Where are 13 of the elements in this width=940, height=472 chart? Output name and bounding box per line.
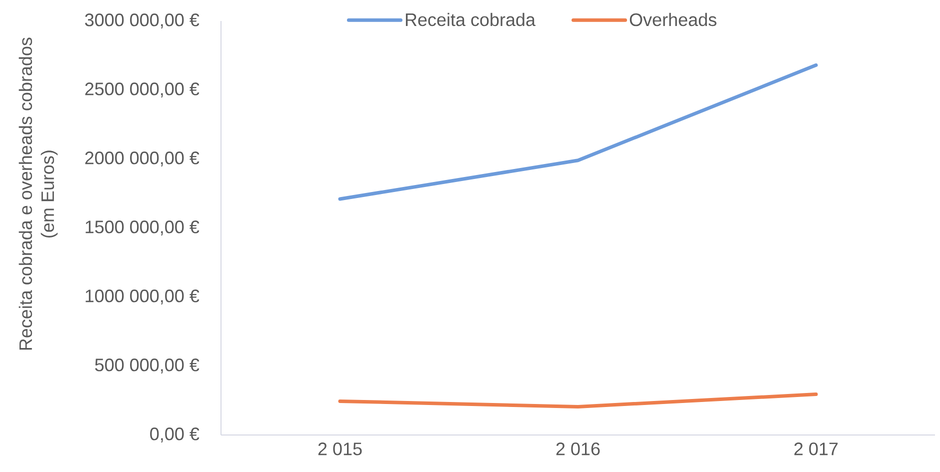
y-tick-label: 1000 000,00 € xyxy=(86,290,200,304)
y-axis-title: Receita cobrada e overheads cobrados (em Euros) xyxy=(18,38,58,350)
legend-label: Overheads xyxy=(630,12,716,26)
legend-label: Receita cobrada xyxy=(406,12,536,26)
y-tick-label: 2500 000,00 € xyxy=(85,82,200,98)
x-tick-label: 2 015 xyxy=(318,442,362,456)
y-tick-label: 1500 000,00 € xyxy=(86,220,200,236)
y-tick-label: 0,00 € xyxy=(150,428,200,442)
y-tick-label: 2000 000,00 € xyxy=(85,152,200,166)
x-tick-label: 2 017 xyxy=(794,442,838,456)
x-tick-label: 2 016 xyxy=(556,442,600,456)
y-tick-label: 500 000,00 € xyxy=(95,358,200,374)
y-tick-label: 3000 000,00 € xyxy=(85,14,200,28)
